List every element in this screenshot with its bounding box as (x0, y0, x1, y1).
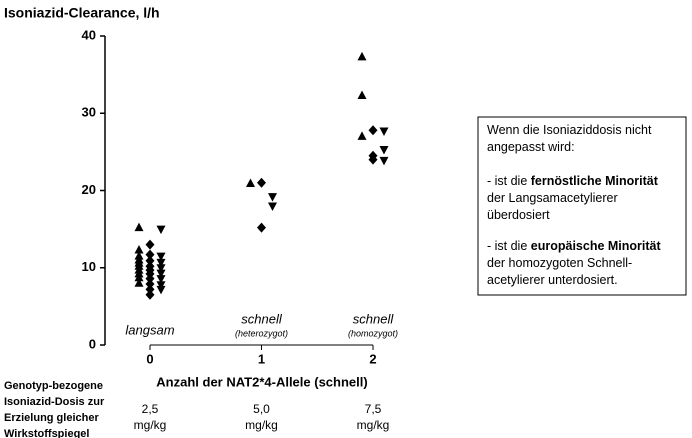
note-line: acetylierer unterdosiert. (487, 273, 618, 287)
data-point (368, 154, 378, 165)
x-tick-label: 0 (146, 351, 153, 366)
x-tick-label: 2 (369, 351, 376, 366)
note-text: der Langsamacetylierer (487, 191, 618, 205)
data-point (145, 249, 155, 260)
data-point (368, 125, 378, 136)
dose-unit: mg/kg (134, 418, 167, 432)
data-point (257, 222, 266, 233)
data-point (257, 177, 266, 188)
dose-unit: mg/kg (245, 418, 278, 432)
note-text: - ist die (487, 174, 531, 188)
data-point (379, 156, 389, 166)
data-point (134, 272, 144, 282)
note-line: Wenn die Isoniaziddosis nicht (487, 123, 652, 137)
y-tick-label: 20 (82, 182, 96, 197)
dose-row-label: Erzielung gleicher (4, 412, 99, 424)
dose-amount: 2,5 (142, 402, 159, 416)
data-point (156, 285, 166, 295)
data-point (134, 278, 144, 287)
data-point (134, 222, 144, 232)
data-point (156, 275, 166, 284)
note-text: acetylierer unterdosiert. (487, 273, 618, 287)
y-tick-label: 30 (82, 105, 96, 120)
data-point (145, 278, 155, 289)
x-axis-label: Anzahl der NAT2*4-Allele (schnell) (156, 374, 367, 389)
data-point (156, 264, 166, 273)
data-point (268, 202, 277, 211)
genotype-note: (heterozygot) (235, 328, 288, 338)
data-point (357, 51, 367, 61)
data-point (134, 244, 144, 254)
note-line: überdosiert (487, 208, 550, 222)
chart-title: Isoniazid-Clearance, l/h (4, 5, 160, 21)
y-tick-label: 10 (82, 259, 96, 274)
note-box (477, 116, 687, 296)
note-emphasis: fernöstliche Minorität (531, 174, 659, 188)
genotype-note: (homozygot) (348, 328, 398, 338)
data-point (156, 225, 166, 235)
note-line: der Langsamacetylierer (487, 191, 618, 205)
data-point (145, 284, 155, 295)
genotype-label: schnell (353, 311, 395, 326)
data-point (357, 90, 367, 99)
dose-amount: 5,0 (253, 402, 270, 416)
data-point (145, 273, 155, 284)
data-point (156, 252, 166, 262)
note-line: der homozygoten Schnell- (487, 256, 632, 270)
data-point (156, 281, 166, 290)
dose-amount: 7,5 (365, 402, 382, 416)
x-tick-label: 1 (258, 351, 265, 366)
note-text: - ist die (487, 239, 531, 253)
data-point (357, 131, 367, 140)
data-point (145, 239, 155, 250)
dose-row-label: Isoniazid-Dosis zur (4, 396, 105, 408)
note-line: - ist die europäische Minorität (487, 239, 661, 253)
y-tick-label: 0 (89, 336, 96, 351)
y-tick-label: 40 (82, 27, 96, 42)
dose-row-label: Wirkstoffspiegel (4, 428, 89, 438)
note-text: Wenn die Isoniaziddosis nicht (487, 123, 652, 137)
note-text: angepasst wird: (487, 140, 575, 154)
data-point (156, 269, 166, 279)
data-point (246, 178, 255, 188)
note-text: der homozygoten Schnell- (487, 256, 632, 270)
note-line: angepasst wird: (487, 140, 575, 154)
dose-unit: mg/kg (357, 418, 390, 432)
dose-row-label: Genotyp-bezogene (4, 380, 103, 392)
genotype-label: schnell (241, 311, 283, 326)
data-point (156, 258, 166, 268)
note-line: - ist die fernöstliche Minorität (487, 174, 659, 188)
data-point (145, 289, 155, 300)
data-point (145, 255, 155, 266)
data-point (268, 193, 277, 202)
data-point (379, 127, 389, 137)
data-point (379, 146, 389, 155)
note-text: überdosiert (487, 208, 550, 222)
note-emphasis: europäische Minorität (531, 239, 662, 253)
genotype-label: langsam (125, 322, 174, 337)
